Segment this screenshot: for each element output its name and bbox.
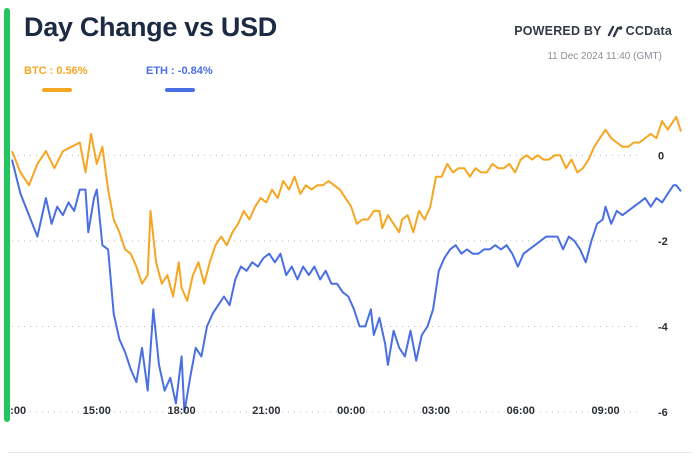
series-line-btc [11,115,682,302]
legend-swatch-eth [165,88,195,92]
x-tick-label: 06:00 [507,405,535,417]
legend-item-eth[interactable]: ETH : -0.84% [146,65,213,77]
x-tick-label: 00:00 [337,405,365,417]
x-tick-label: 03:00 [422,405,450,417]
accent-bar [4,8,10,422]
x-tick-label: 09:00 [591,405,619,417]
x-tick-label: 21:00 [252,405,280,417]
series-layer [11,115,682,413]
x-tick-label: 18:00 [168,405,196,417]
legend-item-btc[interactable]: BTC : 0.56% [24,65,88,77]
x-tick-label: 15:00 [83,405,111,417]
timestamp: 11 Dec 2024 11:40 (GMT) [547,51,662,62]
ccdata-logo-icon [607,25,622,37]
footer-divider [8,452,692,453]
grid-layer [12,154,640,413]
series-line-eth [11,159,682,413]
x-tick-label: 12:00 [0,405,26,417]
legend-swatch-btc [42,88,72,92]
y-tick-label: -6 [658,407,668,419]
axis-layer: 0 -2 -4 -6 12:00 15:00 18:00 21:00 00:00 03:00 06:… [0,150,669,419]
chart-title: Day Change vs USD [24,12,277,42]
y-tick-label: -2 [658,236,668,248]
powered-by[interactable]: POWERED BY CCData [514,24,672,38]
y-tick-label: 0 [658,150,664,162]
brand-name: CCData [625,24,672,38]
y-tick-label: -4 [658,321,669,333]
powered-by-label: POWERED BY [514,24,602,38]
